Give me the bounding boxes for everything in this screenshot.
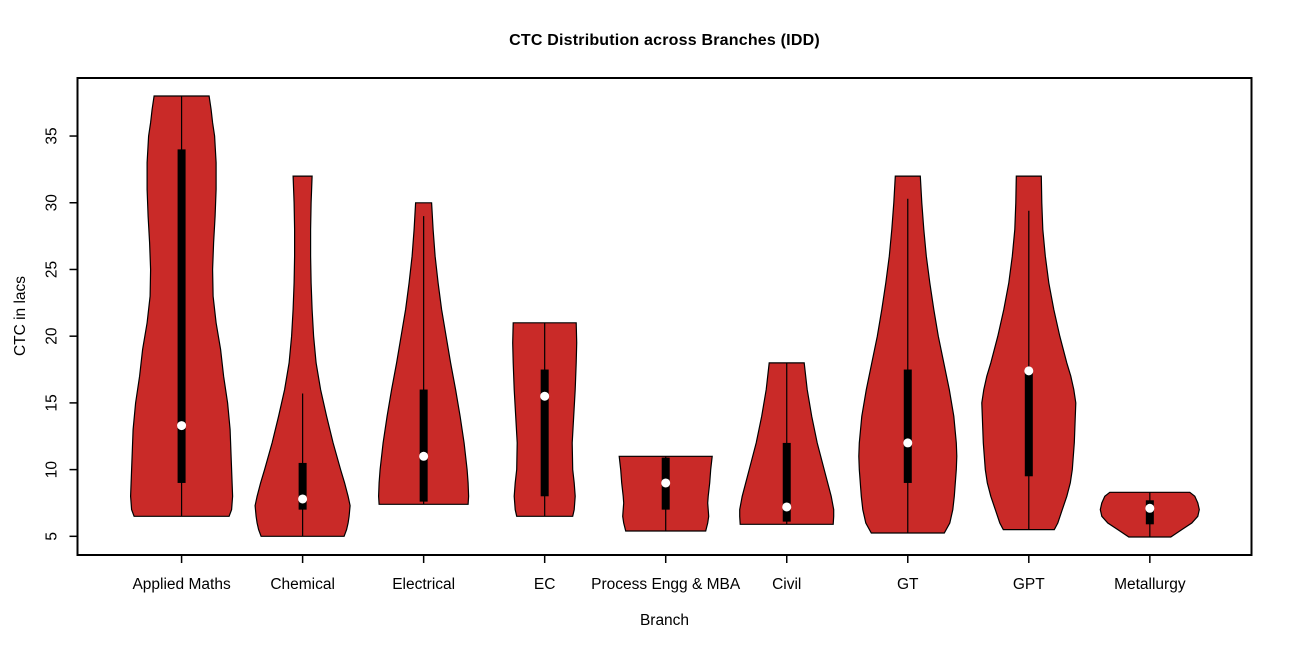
chart-title: CTC Distribution across Branches (IDD) xyxy=(509,32,820,49)
y-tick-label: 15 xyxy=(44,394,61,411)
plot-border xyxy=(76,77,1253,556)
median-dot-gt xyxy=(903,438,913,448)
y-tick-label: 30 xyxy=(44,194,61,212)
x-tick-label: Chemical xyxy=(270,576,335,593)
median-dot-gpt xyxy=(1024,366,1034,376)
iqr-box-gt xyxy=(903,369,912,483)
x-tick-label: Metallurgy xyxy=(1114,576,1186,593)
iqr-box-chemical xyxy=(298,462,307,510)
iqr-box-gpt xyxy=(1024,370,1033,477)
median-dot-ec xyxy=(540,391,550,401)
iqr-box-applied-maths xyxy=(177,149,186,483)
iqr-box-electrical xyxy=(419,389,428,502)
x-tick-label: GT xyxy=(897,576,919,593)
y-tick-label: 10 xyxy=(44,461,61,479)
median-dot-chemical xyxy=(298,494,308,504)
x-tick-label: Process Engg & MBA xyxy=(591,576,741,593)
iqr-box-ec xyxy=(540,369,549,497)
x-tick-label: EC xyxy=(534,576,556,593)
median-dot-electrical xyxy=(419,451,429,461)
violin-chemical xyxy=(254,175,351,537)
y-tick-label: 35 xyxy=(44,127,61,144)
y-tick-label: 25 xyxy=(44,261,61,278)
x-tick-label: Civil xyxy=(772,576,801,593)
median-dot-metallurgy xyxy=(1145,503,1155,513)
x-axis-label: Branch xyxy=(639,612,690,629)
x-tick-label: GPT xyxy=(1013,576,1045,593)
y-tick-label: 5 xyxy=(44,532,61,541)
iqr-box-civil xyxy=(782,442,791,522)
median-dot-applied-maths xyxy=(177,421,187,431)
y-tick-label: 20 xyxy=(44,327,61,345)
median-dot-process-engg-mba xyxy=(661,478,671,488)
x-tick-label: Electrical xyxy=(392,576,455,593)
x-tick-label: Applied Maths xyxy=(132,576,230,593)
median-dot-civil xyxy=(782,502,792,512)
